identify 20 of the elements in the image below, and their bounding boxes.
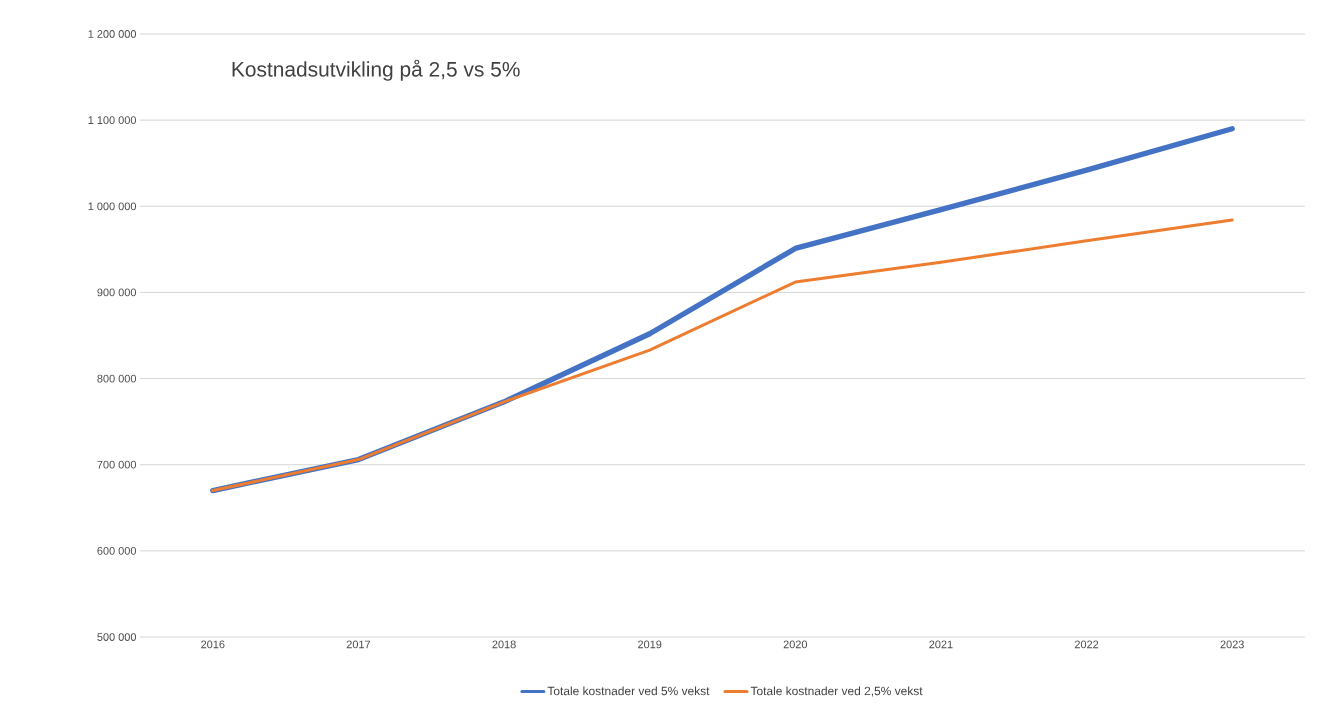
legend-label: Totale kostnader ved 2,5% vekst — [750, 686, 923, 697]
x-tick-label: 2016 — [201, 640, 225, 649]
y-tick-label: 900 000 — [97, 288, 137, 297]
x-tick-label: 2021 — [929, 640, 953, 649]
y-tick-label: 1 000 000 — [88, 202, 137, 211]
x-tick-label: 2022 — [1074, 640, 1099, 649]
legend-label: Totale kostnader ved 5% vekst — [547, 686, 710, 696]
x-tick-label: 2020 — [783, 640, 808, 649]
y-tick-label: 800 000 — [97, 374, 137, 383]
y-tick-label: 700 000 — [97, 460, 137, 469]
text: Kostnadsutvikling på 2,5 vs 5% — [232, 59, 520, 81]
y-tick-label: 500 000 — [97, 633, 137, 641]
x-tick-label: 2017 — [346, 640, 371, 649]
x-tick-label: 2018 — [492, 640, 516, 649]
x-tick-label: 2023 — [1220, 640, 1244, 649]
y-tick-label: 1 100 000 — [88, 116, 137, 125]
x-tick-label: 2019 — [638, 640, 662, 649]
y-tick-label: 600 000 — [97, 546, 137, 555]
y-tick-label: 1 200 000 — [88, 30, 137, 38]
line-series — [211, 218, 1234, 493]
